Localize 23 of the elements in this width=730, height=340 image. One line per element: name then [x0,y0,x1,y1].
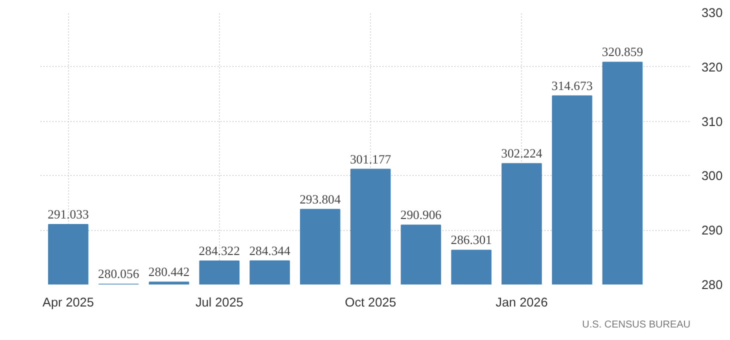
data-label: 284.344 [249,244,291,258]
data-label: 290.906 [400,208,442,222]
x-tick-label: Jan 2026 [496,296,548,310]
data-label: 293.804 [300,192,342,206]
y-tick-label: 310 [702,114,723,129]
data-label: 301.177 [350,152,392,166]
data-label: 314.673 [552,78,593,93]
x-tick-label: Apr 2025 [42,296,94,310]
y-tick-label: 330 [702,6,723,20]
data-label: 284.322 [198,244,240,258]
x-tick-label: Jul 2025 [195,296,244,310]
data-label: 320.859 [602,45,644,60]
data-label: 302.224 [501,146,543,161]
y-tick-label: 320 [702,60,723,74]
data-label: 286.301 [450,233,492,248]
y-tick-label: 300 [702,169,723,184]
data-label: 291.033 [48,207,89,222]
y-tick-label: 280 [702,278,723,292]
data-label: 280.056 [98,267,140,282]
data-label: 280.442 [148,265,190,280]
text: U.S. CENSUS BUREAU [582,320,691,330]
x-tick-label: Oct 2025 [344,296,396,310]
y-tick-label: 290 [702,224,723,238]
